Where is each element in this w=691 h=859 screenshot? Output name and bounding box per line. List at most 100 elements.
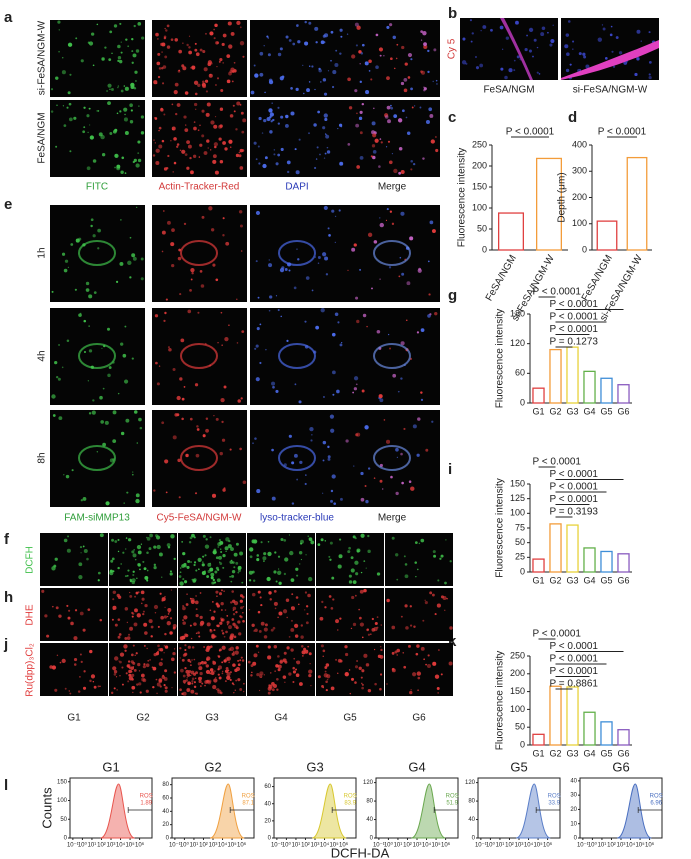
cell-signal — [194, 48, 198, 52]
cell-signal — [217, 668, 220, 671]
cell-signal — [160, 42, 164, 46]
cell-signal — [46, 634, 50, 638]
cell-signal — [153, 604, 159, 610]
cell-signal — [101, 153, 106, 157]
cell-signal — [499, 25, 504, 30]
row-label: si-FeSA/NGM-W — [37, 20, 48, 95]
cell-signal — [220, 397, 225, 403]
cell-signal — [216, 624, 219, 627]
cell-signal — [242, 619, 245, 623]
cell-signal — [130, 653, 134, 657]
cell-signal — [513, 69, 516, 72]
cell-signal — [55, 606, 59, 610]
cell-signal — [67, 266, 69, 268]
cell-signal — [193, 563, 196, 567]
cell-signal — [294, 623, 299, 628]
cell-signal — [255, 158, 258, 161]
cell-signal — [400, 211, 405, 216]
y-tick-label: 250 — [510, 650, 525, 660]
cell-signal — [356, 549, 360, 553]
cell-signal — [197, 662, 202, 666]
cell-signal — [236, 20, 241, 25]
cell-signal — [360, 676, 363, 679]
x-tick-label: 10² — [97, 843, 106, 849]
cell-signal — [77, 690, 81, 693]
cell-signal — [161, 421, 165, 425]
cell-signal — [330, 499, 333, 503]
cell-signal — [205, 417, 209, 420]
cell-signal — [296, 574, 299, 577]
cell-signal — [214, 145, 217, 149]
cell-signal — [437, 649, 440, 652]
cell-signal — [133, 549, 136, 551]
cell-signal — [161, 139, 165, 143]
cell-signal — [212, 601, 214, 603]
cell-signal — [164, 459, 169, 464]
cell-signal — [253, 141, 257, 145]
cell-signal — [158, 648, 162, 651]
cell-signal — [69, 73, 72, 76]
cell-signal — [228, 661, 230, 664]
cell-signal — [191, 682, 194, 685]
cell-signal — [128, 633, 131, 636]
cell-signal — [604, 56, 608, 60]
cell-signal — [324, 256, 329, 261]
cell-signal — [259, 361, 262, 365]
cell-signal — [261, 132, 264, 134]
cell-signal — [296, 478, 299, 481]
cell-signal — [408, 480, 412, 483]
cell-signal — [116, 689, 118, 691]
cell-signal — [140, 131, 145, 135]
cell-signal — [158, 661, 163, 667]
cell-signal — [153, 563, 157, 567]
cell-signal — [295, 673, 300, 678]
cell-signal — [232, 663, 236, 667]
cell-signal — [112, 598, 115, 601]
cell-signal — [127, 569, 130, 572]
panel-letter: i — [448, 461, 452, 478]
cell-signal — [284, 123, 289, 128]
x-tick-label: FeSA/NGM — [580, 253, 615, 303]
y-tick-label: 0 — [64, 836, 68, 842]
cell-signal — [51, 605, 54, 608]
cell-signal — [419, 106, 422, 109]
cell-signal — [68, 117, 73, 122]
cell-signal — [207, 562, 212, 567]
cell-signal — [78, 237, 82, 241]
cell-signal — [215, 602, 219, 606]
cell-signal — [297, 40, 301, 44]
cell-signal — [508, 68, 513, 73]
cell-signal — [338, 123, 343, 127]
cell-signal — [386, 25, 390, 29]
cell-signal — [216, 595, 218, 598]
cell-signal — [183, 222, 187, 226]
cell-signal — [356, 112, 358, 115]
cell-signal — [178, 575, 182, 578]
cell-signal — [228, 71, 232, 76]
cell-signal — [358, 116, 363, 120]
cell-signal — [111, 88, 114, 91]
cell-signal — [153, 652, 157, 657]
cell-signal — [180, 567, 182, 569]
cell-signal — [327, 70, 330, 72]
flow-title: G6 — [612, 759, 629, 774]
cell-signal — [417, 417, 421, 421]
cell-signal — [569, 63, 572, 66]
cell-signal — [403, 555, 406, 558]
cell-signal — [109, 88, 111, 90]
cell-signal — [89, 124, 91, 126]
cell-signal — [97, 571, 101, 575]
cell-signal — [172, 171, 174, 173]
cell-signal — [268, 78, 273, 83]
cell-signal — [280, 115, 284, 119]
cell-signal — [185, 453, 189, 458]
cell-signal — [165, 29, 168, 32]
cell-signal — [141, 677, 146, 682]
cell-signal — [379, 138, 382, 140]
cell-signal — [290, 648, 294, 652]
micrograph — [50, 410, 145, 507]
cell-signal — [360, 52, 364, 55]
cell-signal — [376, 572, 381, 576]
cell-signal — [212, 159, 217, 164]
cell-signal — [404, 62, 408, 66]
